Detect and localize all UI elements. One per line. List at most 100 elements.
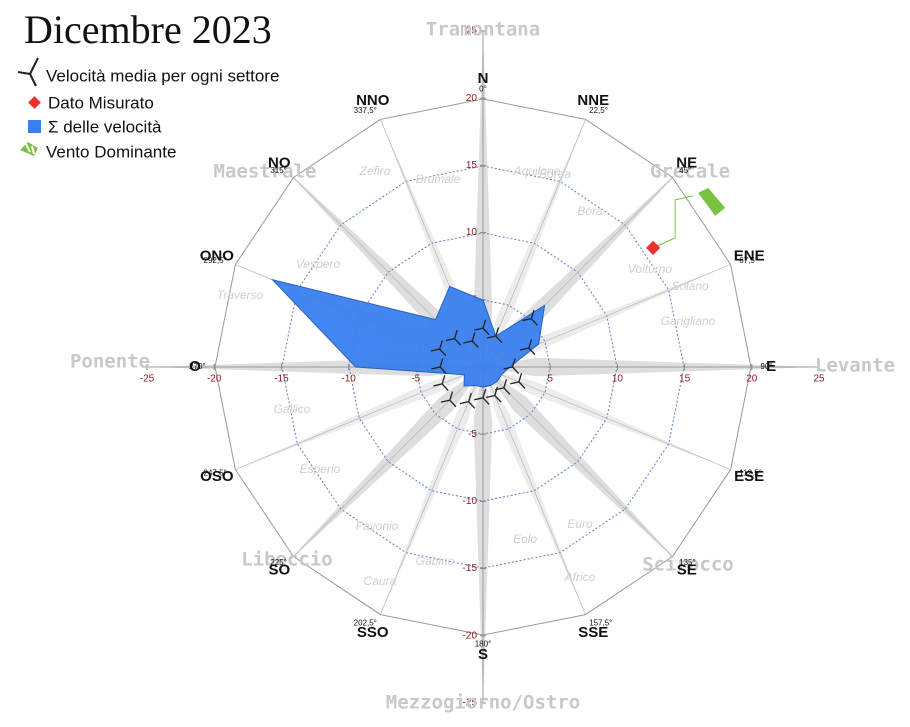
spoke	[293, 366, 484, 557]
minor-wind-name: Solano	[671, 279, 709, 293]
minor-wind-name: Borea	[539, 167, 571, 181]
turbine-blade	[433, 383, 443, 387]
wind-name: Grecale	[650, 161, 730, 183]
turbine	[486, 327, 503, 344]
direction-label: NE	[676, 154, 697, 171]
turbine-blade	[530, 309, 535, 319]
minor-wind-name: Aquilone	[513, 164, 561, 178]
turbine-blade	[471, 332, 476, 342]
turbine-blade	[440, 399, 450, 403]
turbine-blade	[530, 318, 538, 326]
turbine	[503, 358, 520, 375]
direction-label: ONO	[200, 248, 235, 265]
legend-label: Dato Misurato	[48, 93, 154, 112]
x-tick-label: 25	[813, 374, 825, 385]
wind-name: Ponente	[70, 351, 150, 373]
angle-label: 270°	[189, 362, 206, 371]
minor-wind-name: Gallico	[274, 402, 311, 416]
legend-icon	[28, 120, 41, 133]
chart-title: Dicembre 2023	[24, 7, 272, 52]
turbine-blade	[439, 340, 443, 350]
legend-icon	[20, 142, 38, 156]
turbine-blade	[486, 335, 496, 339]
turbine-blade	[431, 366, 441, 370]
direction-label: SE	[677, 562, 697, 579]
turbine	[485, 386, 502, 403]
spoke	[482, 366, 586, 615]
angle-label: 292,5°	[204, 256, 227, 265]
turbine-blade	[482, 319, 487, 329]
angle-label: 247,5°	[204, 468, 227, 477]
spoke	[482, 119, 586, 368]
turbine-blade	[468, 401, 476, 409]
direction-label: E	[766, 358, 776, 375]
angle-label: 0°	[479, 85, 487, 94]
x-tick-label: -25	[140, 374, 155, 385]
sum-polygon	[270, 278, 546, 388]
turbine	[459, 392, 476, 409]
turbine-blade	[528, 339, 533, 349]
turbine-blade	[449, 391, 454, 401]
angle-label: 67,5°	[739, 256, 758, 265]
wind-name: Levante	[815, 355, 895, 377]
turbine-blade	[445, 337, 455, 342]
direction-label: SSO	[357, 624, 389, 641]
angle-label: 225°	[270, 558, 287, 567]
y-tick-label: -25	[463, 698, 478, 709]
minor-wind-name: Bora	[577, 204, 603, 218]
turbine-blade	[439, 358, 444, 368]
angle-label: 202,5°	[354, 618, 377, 627]
y-tick-label: 20	[466, 93, 478, 104]
turbine-blade	[439, 348, 447, 357]
y-tick-label: -10	[463, 496, 478, 507]
turbine-blade	[453, 329, 458, 339]
turbine-blade	[474, 327, 484, 331]
direction-label: SO	[268, 562, 290, 579]
y-tick-label: 25	[466, 26, 478, 37]
direction-label: N	[478, 70, 489, 87]
turbine-blade	[528, 347, 536, 356]
turbine-blade	[482, 397, 490, 405]
legend-icon	[17, 57, 39, 87]
wind-name: Libeccio	[241, 549, 333, 571]
x-tick-label: 5	[547, 374, 553, 385]
spoke	[380, 366, 484, 615]
turbine-blade	[519, 347, 529, 351]
legend-label: Velocità media per ogni settore	[46, 66, 279, 85]
turbine	[519, 339, 536, 356]
turbine-blade	[522, 318, 532, 322]
minor-wind-name: Brumale	[416, 172, 461, 186]
angle-label: 135°	[679, 558, 696, 567]
direction-label: OSO	[200, 468, 234, 485]
minor-wind-name: Traverso	[217, 288, 264, 302]
x-tick-label: -5	[411, 374, 420, 385]
direction-label: NNE	[577, 92, 609, 109]
direction-label: ENE	[734, 248, 765, 265]
turbine-blade	[503, 379, 508, 389]
turbine-blade	[454, 338, 462, 346]
minor-wind-name: Gabino	[416, 554, 455, 568]
angle-label: 90°	[760, 362, 772, 371]
minor-wind-name: Eolo	[513, 532, 537, 546]
x-tick-label: -20	[207, 374, 222, 385]
turbine-blade	[503, 366, 513, 370]
turbine	[474, 389, 490, 405]
legend: Velocità media per ogni settore Dato Mis…	[17, 57, 279, 161]
wind-name: Mezzogiorno/Ostro	[386, 692, 580, 714]
turbine-blade	[459, 401, 469, 405]
x-tick-label: 10	[612, 374, 624, 385]
turbine-blade	[463, 340, 473, 344]
minor-wind-name: Zefiro	[359, 164, 391, 178]
turbine-blade	[471, 340, 479, 349]
minor-wind-name: Caura	[364, 574, 397, 588]
turbine	[440, 391, 457, 408]
y-tick-label: 15	[466, 160, 478, 171]
turbine-blade	[439, 366, 447, 375]
minor-wind-name: Africo	[564, 570, 596, 584]
angle-label: 157,5°	[589, 618, 612, 627]
turbine	[445, 329, 462, 346]
x-tick-label: -15	[274, 374, 289, 385]
dominant-pointer	[652, 195, 694, 249]
measured-point	[646, 240, 661, 255]
minor-wind-name: Esperio	[300, 462, 341, 476]
